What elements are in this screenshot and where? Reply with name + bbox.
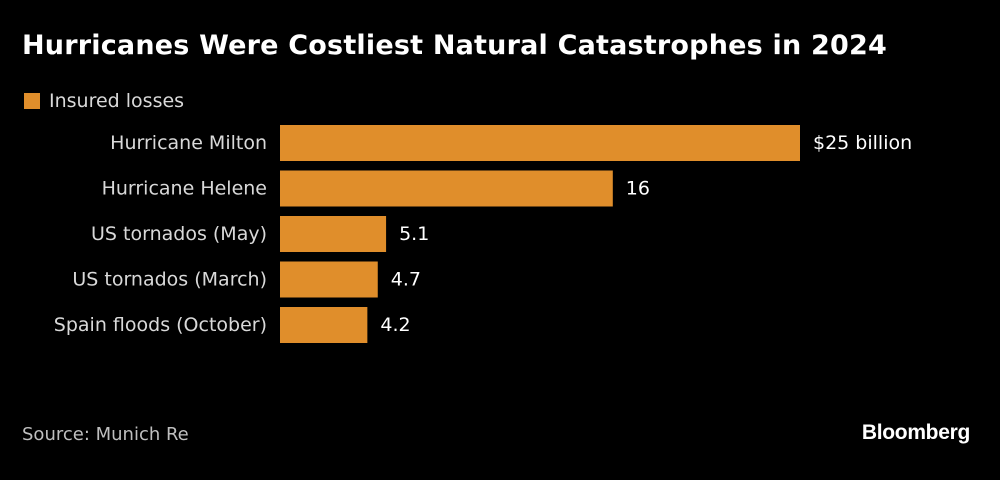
bar <box>280 170 613 207</box>
chart-title: Hurricanes Were Costliest Natural Catast… <box>22 30 887 61</box>
value-label: 4.2 <box>380 314 410 336</box>
value-label: $25 billion <box>813 132 912 154</box>
category-label: Spain floods (October) <box>54 314 267 336</box>
legend-label: Insured losses <box>49 90 185 112</box>
source-note: Source: Munich Re <box>22 424 189 445</box>
bar <box>280 216 387 252</box>
value-label: 4.7 <box>391 269 421 291</box>
category-label: Hurricane Helene <box>102 178 267 200</box>
bar <box>280 307 368 343</box>
category-label: US tornados (May) <box>91 223 267 245</box>
bar <box>280 261 378 298</box>
category-label: US tornados (March) <box>72 269 267 291</box>
bar <box>280 125 800 161</box>
category-label: Hurricane Milton <box>110 132 267 154</box>
value-label: 16 <box>626 178 650 200</box>
legend: Insured losses <box>24 88 184 114</box>
bloomberg-logo: Bloomberg <box>861 421 970 444</box>
value-label: 5.1 <box>399 223 429 245</box>
legend-swatch <box>24 93 40 109</box>
